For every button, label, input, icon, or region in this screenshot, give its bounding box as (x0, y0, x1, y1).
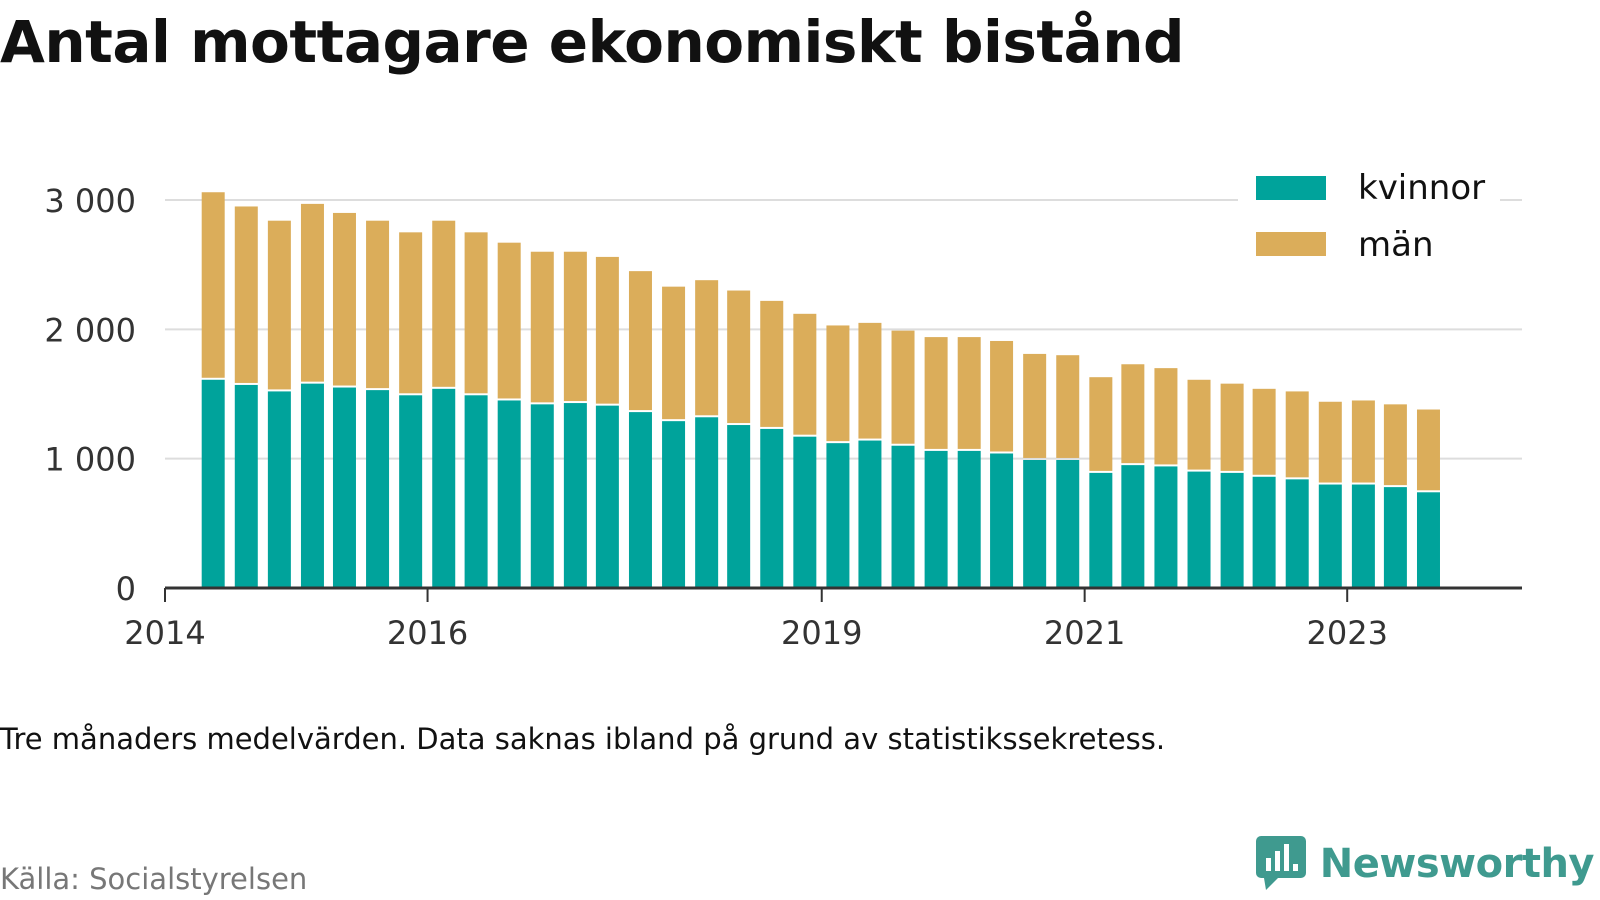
bar-kvinnor (300, 383, 324, 588)
bar-kvinnor (1220, 472, 1244, 588)
bar-man (924, 337, 948, 449)
y-tick-label: 0 (116, 570, 136, 608)
bar-man (1187, 379, 1211, 470)
legend: kvinnor män (1238, 165, 1500, 275)
newsworthy-icon (1255, 836, 1306, 890)
bar-kvinnor (464, 395, 488, 588)
bar-man (628, 271, 652, 411)
y-tick-label: 2 000 (44, 311, 136, 349)
chart-note: Tre månaders medelvärden. Data saknas ib… (0, 722, 1166, 756)
bar-kvinnor (990, 453, 1014, 588)
bar-man (957, 337, 981, 449)
bar-kvinnor (332, 387, 356, 588)
x-tick-label: 2019 (781, 614, 862, 652)
bar-kvinnor (497, 400, 521, 588)
bar-kvinnor (858, 440, 882, 588)
x-tick-label: 2023 (1306, 614, 1387, 652)
bar-kvinnor (1351, 484, 1375, 588)
bar-kvinnor (432, 388, 456, 588)
bar-series (201, 192, 1440, 588)
bar-kvinnor (695, 417, 719, 588)
bar-man (826, 325, 850, 442)
bar-man (1383, 404, 1407, 486)
y-tick-label: 1 000 (44, 441, 136, 479)
bar-kvinnor (891, 445, 915, 588)
bar-kvinnor (1187, 471, 1211, 588)
bar-kvinnor (826, 443, 850, 588)
bar-man (1416, 409, 1440, 491)
bar-man (760, 300, 784, 427)
bar-man (793, 313, 817, 435)
bar-kvinnor (1089, 472, 1113, 588)
bar-man (1121, 364, 1145, 464)
bar-man (530, 251, 554, 403)
bar-man (662, 286, 686, 420)
axes: 0 1 000 2 000 3 000 2014 2016 2019 2021 2023 (44, 182, 1522, 652)
bar-man (497, 242, 521, 399)
bar-man (727, 290, 751, 424)
bar-man (858, 322, 882, 439)
bar-kvinnor (201, 379, 225, 588)
bar-man (300, 203, 324, 382)
bar-man (201, 192, 225, 378)
bar-man (399, 232, 423, 394)
bar-kvinnor (234, 384, 258, 588)
x-tick-label: 2021 (1044, 614, 1125, 652)
bar-kvinnor (793, 436, 817, 588)
bar-man (332, 212, 356, 386)
y-tick-label: 3 000 (44, 182, 136, 220)
bar-man (1089, 377, 1113, 471)
x-tick-label: 2016 (387, 614, 468, 652)
bar-man (990, 340, 1014, 452)
bar-man (891, 330, 915, 444)
bar-kvinnor (366, 390, 390, 588)
brand-name: Newsworthy (1319, 841, 1595, 887)
bar-kvinnor (563, 403, 587, 588)
bar-man (1220, 383, 1244, 471)
bar-man (1154, 368, 1178, 465)
bar-man (267, 220, 291, 390)
bar-kvinnor (957, 450, 981, 588)
source-label: Källa: Socialstyrelsen (0, 862, 308, 896)
bar-kvinnor (628, 412, 652, 588)
bar-kvinnor (595, 405, 619, 588)
bar-man (695, 280, 719, 416)
bar-kvinnor (727, 425, 751, 588)
bar-man (1252, 388, 1276, 475)
bar-kvinnor (1416, 492, 1440, 588)
chart-title: Antal mottagare ekonomiskt bistånd (0, 8, 1185, 76)
legend-label-kvinnor: kvinnor (1358, 168, 1485, 208)
legend-swatch-kvinnor (1256, 176, 1326, 200)
bar-kvinnor (1318, 484, 1342, 588)
bar-kvinnor (760, 428, 784, 588)
newsworthy-logo: Newsworthy (1255, 836, 1595, 892)
legend-label-man: män (1358, 225, 1434, 265)
bar-chart: 0 1 000 2 000 3 000 2014 2016 2019 2021 2023 kvi… (44, 165, 1522, 652)
bar-man (1285, 391, 1309, 478)
bar-kvinnor (530, 404, 554, 588)
bar-man (464, 232, 488, 394)
bar-kvinnor (1383, 487, 1407, 588)
bar-man (595, 256, 619, 404)
bar-kvinnor (399, 395, 423, 588)
legend-swatch-man (1256, 232, 1326, 256)
bar-kvinnor (1023, 459, 1047, 588)
bar-kvinnor (1121, 465, 1145, 588)
bar-kvinnor (1285, 479, 1309, 588)
bar-kvinnor (924, 450, 948, 588)
bar-man (563, 251, 587, 402)
x-tick-label: 2014 (124, 614, 205, 652)
bar-man (1023, 353, 1047, 458)
bar-kvinnor (1252, 476, 1276, 588)
bar-kvinnor (267, 391, 291, 588)
bar-man (1351, 400, 1375, 483)
bar-man (1056, 355, 1080, 458)
bar-kvinnor (1056, 459, 1080, 588)
bar-man (234, 206, 258, 383)
bar-kvinnor (1154, 466, 1178, 588)
bar-man (1318, 401, 1342, 483)
bar-man (366, 220, 390, 389)
bar-man (432, 220, 456, 387)
bar-kvinnor (662, 421, 686, 588)
